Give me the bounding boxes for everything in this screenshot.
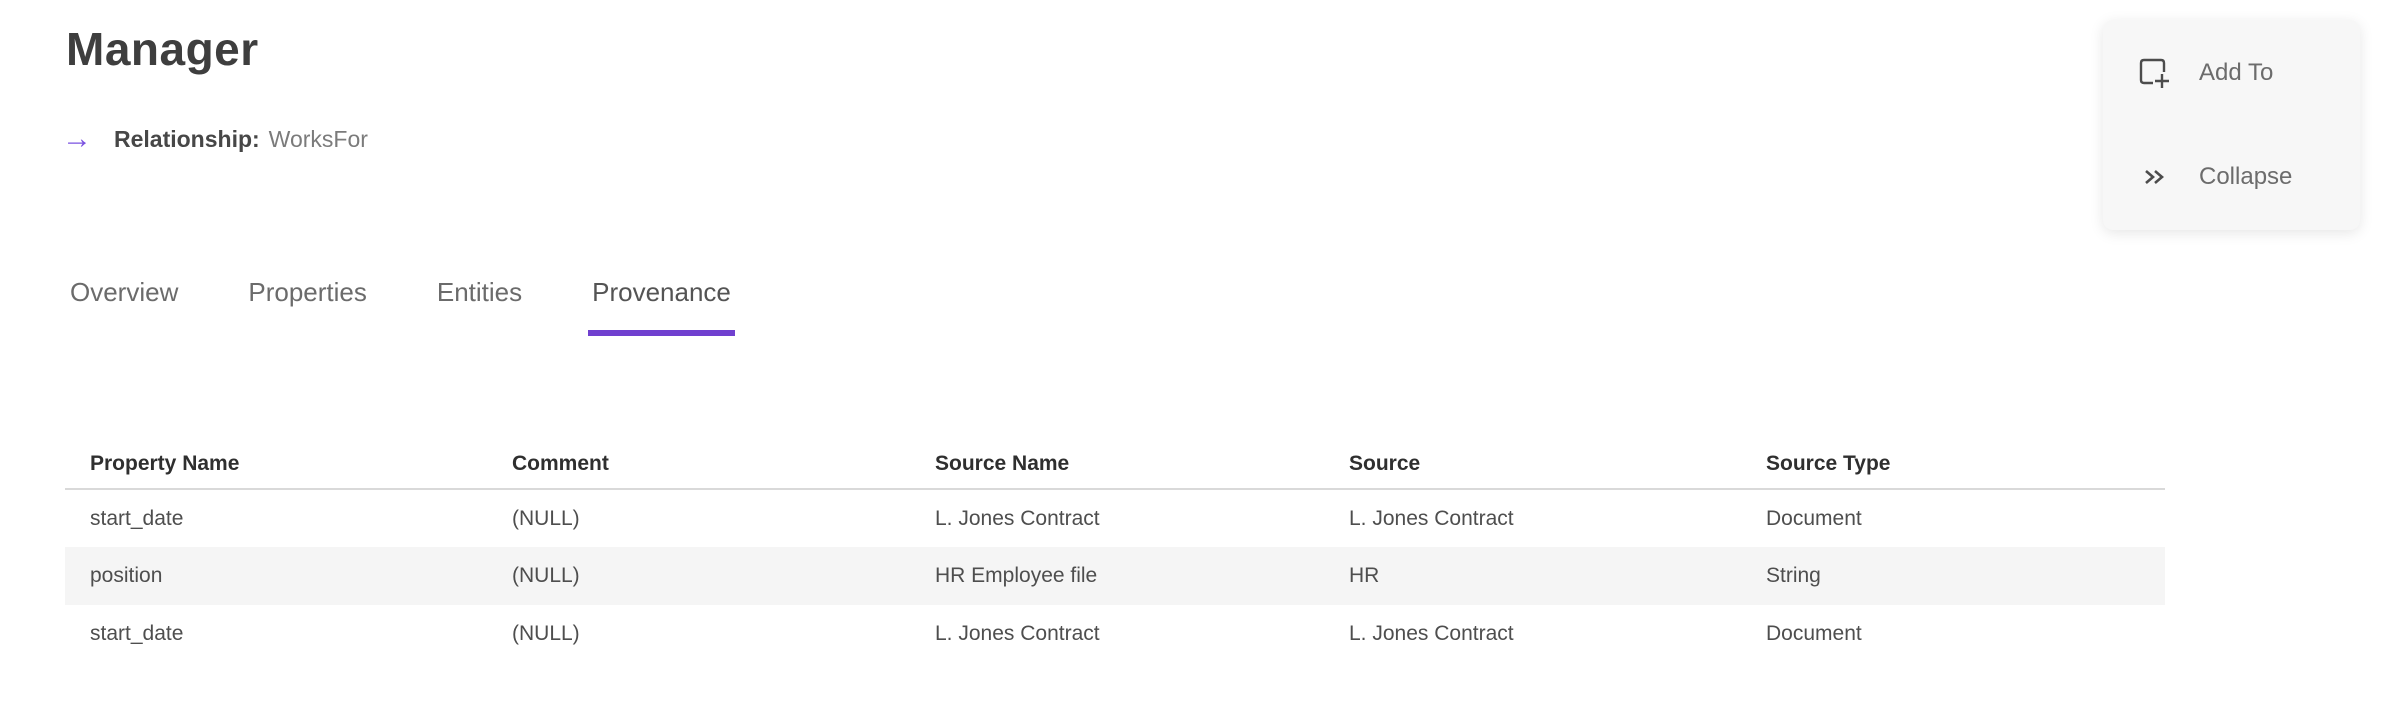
column-header-property-name: Property Name bbox=[65, 440, 487, 490]
relationship-value: WorksFor bbox=[268, 126, 368, 152]
cell-source: HR bbox=[1349, 564, 1380, 587]
cell-source-name: HR Employee file bbox=[935, 564, 1098, 587]
tab-entities[interactable]: Entities bbox=[436, 277, 523, 307]
tab-overview[interactable]: Overview bbox=[70, 277, 179, 307]
cell-source: L. Jones Contract bbox=[1349, 506, 1514, 530]
collapse-button[interactable]: Collapse bbox=[2103, 154, 2360, 200]
add-to-label: Add To bbox=[2199, 59, 2274, 86]
tab-bar: Overview Properties Entities Provenance bbox=[66, 277, 735, 336]
cell-property-name: start_date bbox=[90, 622, 184, 645]
cell-source-type: Document bbox=[1766, 506, 1862, 530]
double-chevron-right-icon bbox=[2135, 158, 2173, 196]
cell-comment: (NULL) bbox=[512, 622, 580, 645]
add-to-frame-plus-icon bbox=[2135, 54, 2173, 92]
column-header-source: Source bbox=[1324, 440, 1741, 490]
table-header: Property Name Comment Source Name Source… bbox=[65, 440, 2165, 490]
cell-source-type: String bbox=[1766, 564, 1821, 587]
table-header-row: Property Name Comment Source Name Source… bbox=[65, 440, 2165, 490]
tab-properties[interactable]: Properties bbox=[248, 277, 367, 307]
table-row[interactable]: start_date (NULL) L. Jones Contract L. J… bbox=[65, 489, 2165, 547]
add-to-button[interactable]: Add To bbox=[2103, 50, 2360, 96]
cell-source-name: L. Jones Contract bbox=[935, 506, 1100, 530]
tab-provenance[interactable]: Provenance bbox=[588, 277, 735, 336]
cell-source-type: Document bbox=[1766, 622, 1862, 645]
collapse-label: Collapse bbox=[2199, 163, 2293, 190]
column-header-source-name: Source Name bbox=[910, 440, 1324, 490]
cell-source-name: L. Jones Contract bbox=[935, 622, 1100, 645]
page-title: Manager bbox=[66, 23, 259, 75]
relationship-line: → Relationship: WorksFor bbox=[62, 124, 368, 154]
column-header-comment: Comment bbox=[487, 440, 910, 490]
cell-comment: (NULL) bbox=[512, 506, 580, 530]
provenance-table: Property Name Comment Source Name Source… bbox=[65, 440, 2165, 663]
right-arrow-icon: → bbox=[62, 122, 92, 155]
cell-source: L. Jones Contract bbox=[1349, 622, 1514, 645]
action-panel: Add To Collapse bbox=[2103, 20, 2360, 230]
relationship-label: Relationship: bbox=[114, 126, 260, 152]
cell-property-name: position bbox=[90, 564, 163, 587]
table-row[interactable]: start_date (NULL) L. Jones Contract L. J… bbox=[65, 605, 2165, 663]
cell-comment: (NULL) bbox=[512, 564, 580, 587]
column-header-source-type: Source Type bbox=[1741, 440, 2165, 490]
table-row[interactable]: position (NULL) HR Employee file HR Stri… bbox=[65, 547, 2165, 605]
cell-property-name: start_date bbox=[90, 506, 184, 530]
